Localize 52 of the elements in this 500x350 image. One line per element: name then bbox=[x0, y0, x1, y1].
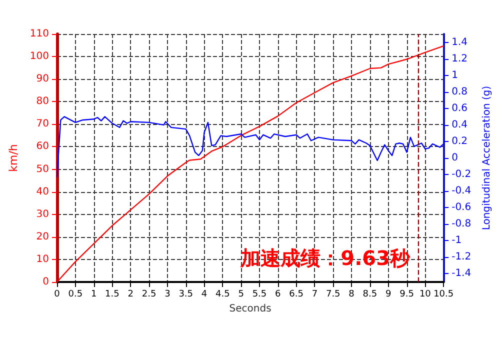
x-tick-label: 8 bbox=[348, 290, 355, 300]
x-tick-label: 10 bbox=[419, 290, 432, 300]
y2-tick-label: 0 bbox=[452, 152, 458, 164]
y2-tick-label: -1 bbox=[452, 235, 462, 246]
y-tick-label: 0 bbox=[42, 276, 49, 288]
x-tick-label: 8.5 bbox=[362, 290, 378, 300]
y-tick-label: 110 bbox=[30, 28, 49, 40]
x-tick-label: 7.5 bbox=[326, 290, 340, 300]
y-tick-label: 30 bbox=[36, 208, 49, 220]
x-tick-label: 6.5 bbox=[289, 290, 304, 300]
x-tick-label: 2 bbox=[128, 290, 134, 300]
x-tick-label: 6 bbox=[275, 290, 282, 300]
y2-tick-label: 0.6 bbox=[452, 102, 468, 114]
x-tick-label: 1.5 bbox=[105, 290, 120, 300]
y-tick-label: 40 bbox=[36, 186, 49, 198]
x-tick-label: 9 bbox=[385, 290, 392, 300]
y2-tick-label: -1.4 bbox=[452, 268, 472, 280]
y-tick-label: 20 bbox=[36, 231, 49, 242]
x-tick-label: 0 bbox=[54, 290, 60, 300]
y2-tick-label: -0.6 bbox=[452, 202, 472, 214]
y-tick-label: 100 bbox=[30, 51, 49, 62]
y-axis-title: km/h bbox=[7, 144, 20, 172]
x-tick-label: 4.5 bbox=[216, 290, 230, 300]
x-tick-label: 3.5 bbox=[178, 290, 194, 300]
x-tick-label: 1 bbox=[90, 290, 97, 300]
y2-tick-label: 1 bbox=[452, 70, 458, 81]
x-tick-label: 4 bbox=[201, 290, 208, 300]
y-tick-label: 80 bbox=[36, 96, 49, 108]
x-tick-label: 5.5 bbox=[252, 290, 267, 300]
y-tick-label: 70 bbox=[36, 118, 49, 130]
y2-tick-label: -0.2 bbox=[452, 169, 472, 180]
y2-tick-label: 0.4 bbox=[452, 119, 468, 130]
y2-tick-label: 0.2 bbox=[452, 136, 468, 147]
y2-tick-label: 0.8 bbox=[452, 86, 468, 98]
x-axis-title: Seconds bbox=[229, 303, 272, 314]
x-tick-label: 3 bbox=[164, 290, 170, 300]
y2-tick-label: 1.4 bbox=[452, 36, 468, 48]
x-tick-label: 10.5 bbox=[434, 290, 454, 300]
x-tick-label: 7 bbox=[312, 290, 318, 300]
y2-tick-label: 1.2 bbox=[452, 53, 468, 64]
y2-tick-label: -0.4 bbox=[452, 186, 472, 197]
y-tick-label: 50 bbox=[36, 164, 49, 175]
y2-tick-label: -0.8 bbox=[452, 218, 472, 230]
y-tick-label: 90 bbox=[36, 74, 49, 85]
x-tick-label: 0.5 bbox=[68, 290, 83, 300]
y-tick-label: 60 bbox=[36, 141, 49, 152]
y-tick-label: 10 bbox=[36, 254, 49, 265]
x-tick-label: 9.5 bbox=[400, 290, 414, 300]
y2-axis-title: Longitudinal Acceleration (g) bbox=[482, 86, 492, 230]
x-tick-label: 2.5 bbox=[142, 290, 156, 300]
x-tick-label: 5 bbox=[238, 290, 244, 300]
y2-tick-label: -1.2 bbox=[452, 252, 472, 263]
